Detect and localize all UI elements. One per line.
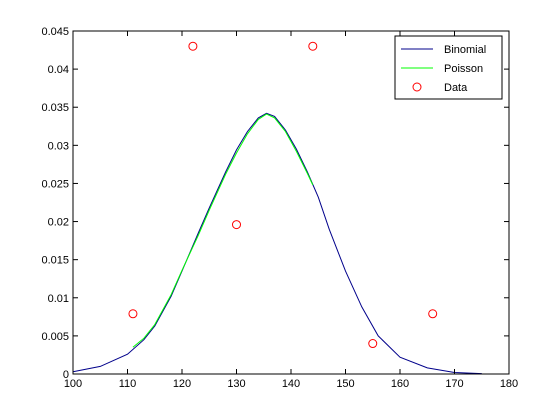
legend-label-binomial: Binomial (444, 44, 486, 56)
legend-label-poisson: Poisson (444, 63, 483, 75)
y-tick-label: 0.025 (41, 178, 69, 190)
series-line-poisson (132, 113, 314, 348)
x-tick-label: 110 (119, 378, 137, 390)
y-tick-label: 0.045 (41, 26, 69, 38)
data-point (428, 309, 438, 319)
y-tick-label: 0.01 (48, 293, 69, 305)
axes-layer: 100 110 120 130 140 150 160 170 180 0 0.005 0.01 0.0… (41, 26, 518, 390)
x-tick-label: 180 (500, 378, 518, 390)
x-tick-label: 150 (336, 378, 354, 390)
series-layer (72, 41, 482, 375)
legend-swatch-data (412, 82, 422, 92)
legend-label-data: Data (444, 82, 468, 94)
x-tick-label: 170 (445, 378, 463, 390)
x-tick-label: 140 (282, 378, 300, 390)
y-tick-label: 0 (63, 369, 69, 381)
y-tick-label: 0.015 (41, 255, 69, 267)
y-tick-label: 0.03 (48, 140, 69, 152)
series-line-binomial (72, 112, 482, 375)
x-tick-label: 120 (173, 378, 191, 390)
legend: Binomial Poisson Data (394, 35, 503, 100)
data-point (188, 41, 198, 51)
x-tick-label: 100 (64, 378, 82, 390)
data-point (368, 339, 378, 349)
x-tick-label: 130 (227, 378, 245, 390)
data-point (128, 309, 138, 319)
y-tick-label: 0.035 (41, 102, 69, 114)
y-tick-label: 0.02 (48, 217, 69, 229)
data-point (308, 41, 318, 51)
y-tick-label: 0.005 (41, 331, 69, 343)
y-tick-label: 0.04 (48, 64, 69, 76)
x-tick-label: 160 (391, 378, 409, 390)
data-point (232, 220, 241, 230)
